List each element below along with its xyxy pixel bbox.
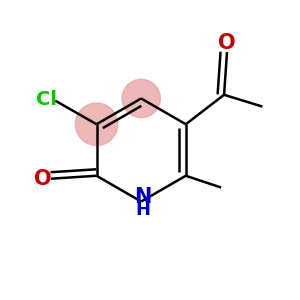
Text: O: O	[218, 33, 236, 53]
Text: Cl: Cl	[36, 90, 57, 109]
Text: H: H	[135, 201, 150, 219]
Text: N: N	[134, 187, 151, 207]
Text: O: O	[34, 169, 52, 189]
Circle shape	[75, 103, 118, 146]
Circle shape	[122, 79, 160, 118]
